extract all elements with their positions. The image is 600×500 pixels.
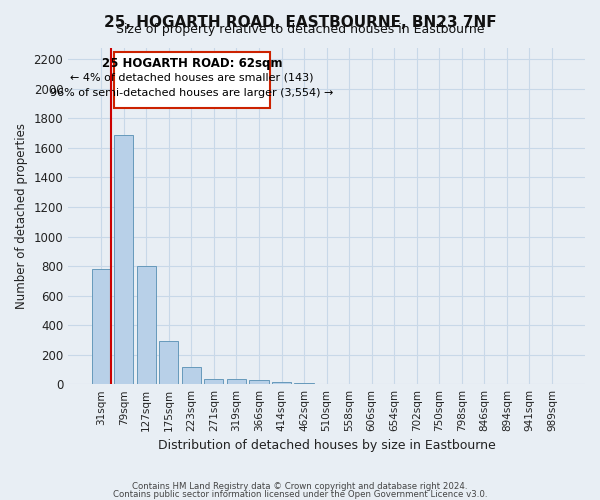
Text: Contains public sector information licensed under the Open Government Licence v3: Contains public sector information licen…: [113, 490, 487, 499]
Bar: [272, 382, 291, 384]
Bar: [159, 340, 178, 384]
Bar: [114, 134, 133, 384]
Text: Size of property relative to detached houses in Eastbourne: Size of property relative to detached ho…: [116, 22, 484, 36]
Bar: [137, 266, 156, 384]
Text: 96% of semi-detached houses are larger (3,554) →: 96% of semi-detached houses are larger (…: [50, 88, 334, 98]
Bar: [182, 367, 201, 384]
FancyBboxPatch shape: [113, 52, 270, 108]
Bar: [250, 380, 269, 384]
Text: 25 HOGARTH ROAD: 62sqm: 25 HOGARTH ROAD: 62sqm: [101, 56, 282, 70]
Bar: [92, 269, 111, 384]
X-axis label: Distribution of detached houses by size in Eastbourne: Distribution of detached houses by size …: [158, 440, 496, 452]
Bar: [227, 378, 246, 384]
Bar: [205, 378, 223, 384]
Text: 25, HOGARTH ROAD, EASTBOURNE, BN23 7NF: 25, HOGARTH ROAD, EASTBOURNE, BN23 7NF: [104, 15, 496, 30]
Text: Contains HM Land Registry data © Crown copyright and database right 2024.: Contains HM Land Registry data © Crown c…: [132, 482, 468, 491]
Y-axis label: Number of detached properties: Number of detached properties: [15, 123, 28, 309]
Text: ← 4% of detached houses are smaller (143): ← 4% of detached houses are smaller (143…: [70, 73, 314, 83]
